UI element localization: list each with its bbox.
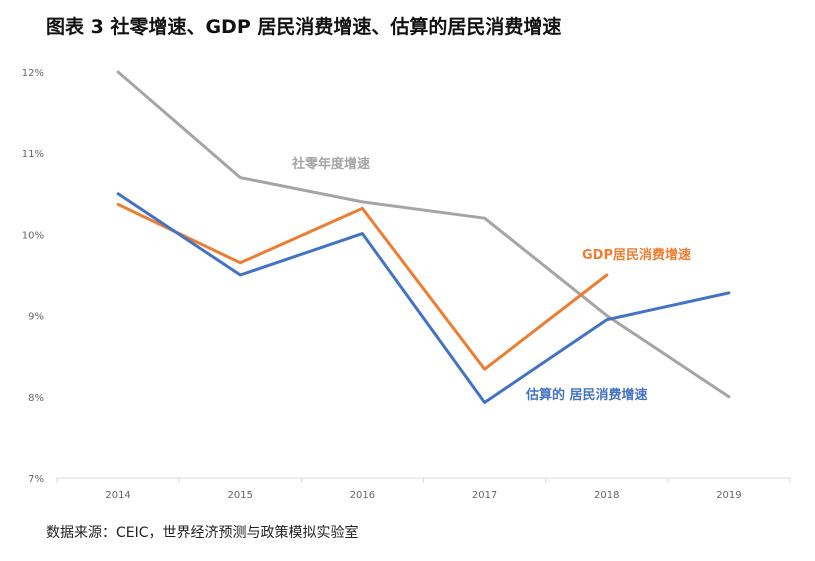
series-label-0: 社零年度增速: [291, 156, 370, 172]
series-label-2: 估算的 居民消费增速: [525, 387, 648, 403]
x-tick-label: 2018: [594, 490, 619, 501]
y-tick-label: 7%: [28, 474, 44, 485]
series-line-0: [116, 70, 731, 399]
chart-title: 图表 3 社零增速、GDP 居民消费增速、估算的居民消费增速: [46, 16, 562, 38]
y-tick-label: 8%: [28, 393, 44, 404]
series-lines: [116, 70, 731, 404]
data-source-note: 数据来源：CEIC，世界经济预测与政策模拟实验室: [46, 525, 359, 541]
x-tick-label: 2019: [716, 490, 741, 501]
x-tick-label: 2014: [105, 490, 130, 501]
series-line-1: [116, 202, 609, 371]
series-label-1: GDP居民消费增速: [582, 247, 691, 263]
y-tick-label: 9%: [28, 312, 44, 323]
x-tick-label: 2015: [228, 490, 253, 501]
y-axis-ticks: 7% 8% 9% 10% 11% 12%: [22, 68, 44, 485]
x-tick-label: 2016: [350, 490, 375, 501]
x-tick-label: 2017: [472, 490, 497, 501]
y-tick-label: 11%: [22, 149, 44, 160]
y-tick-label: 10%: [22, 230, 44, 241]
x-axis: 2014 2015 2016 2017 2018 2019: [56, 477, 791, 501]
y-tick-label: 12%: [22, 68, 44, 79]
series-line-2: [116, 192, 731, 404]
